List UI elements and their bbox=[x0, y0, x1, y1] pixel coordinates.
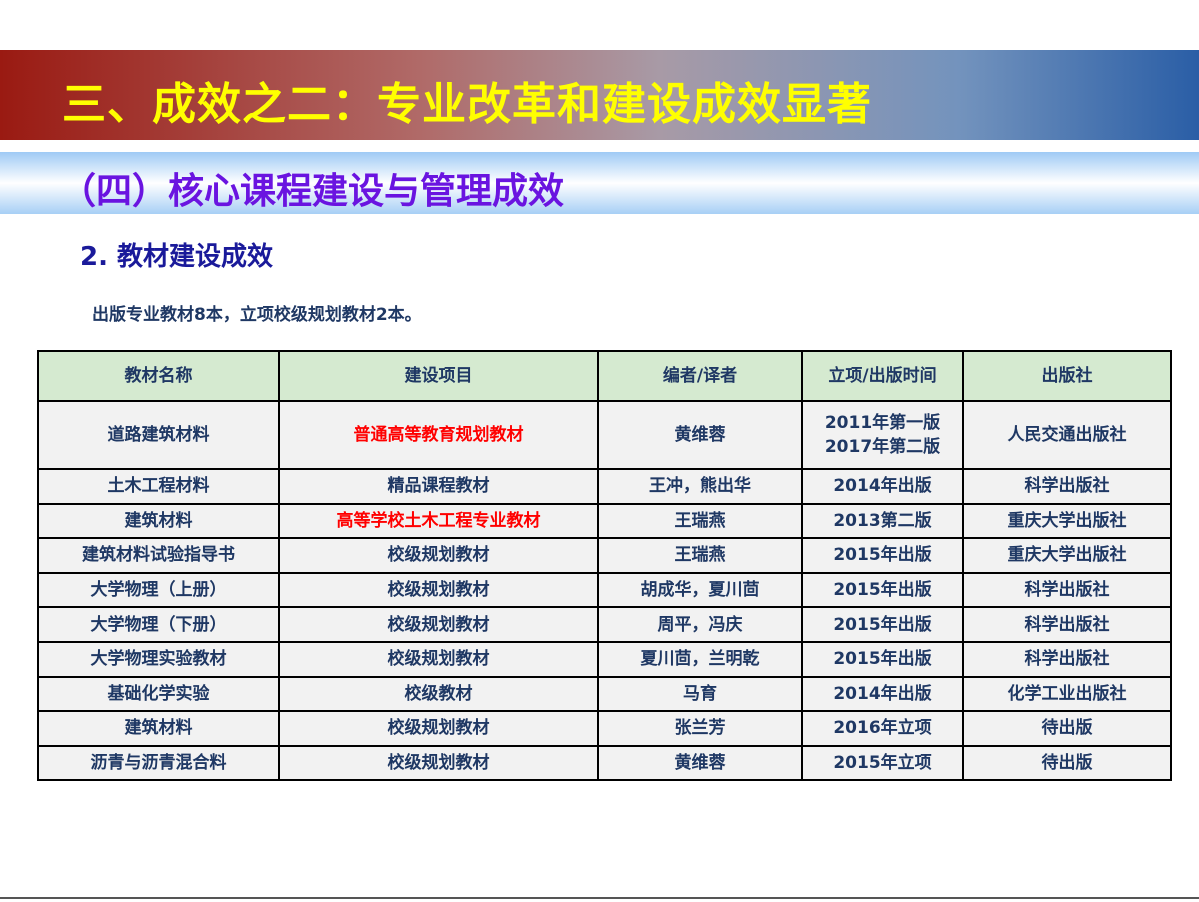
name-cell: 大学物理（下册） bbox=[37, 606, 280, 643]
table-header-row: 教材名称 建设项目 编者/译者 立项/出版时间 出版社 bbox=[37, 350, 1172, 402]
time-cell: 2015年出版 bbox=[801, 640, 964, 678]
time-line: 2015年出版 bbox=[833, 614, 932, 635]
project-cell: 校级教材 bbox=[278, 675, 599, 713]
author-cell: 黄维蓉 bbox=[597, 400, 803, 470]
column-header: 出版社 bbox=[962, 350, 1172, 402]
time-cell: 2014年出版 bbox=[801, 675, 964, 713]
time-cell: 2013第二版 bbox=[801, 502, 964, 540]
author-cell: 王瑞燕 bbox=[597, 537, 803, 574]
column-header: 教材名称 bbox=[37, 350, 280, 402]
table-row: 建筑材料 高等学校土木工程专业教材 王瑞燕 2013第二版 重庆大学出版社 bbox=[37, 502, 1172, 540]
project-cell: 精品课程教材 bbox=[278, 468, 599, 505]
section-title: （四）核心课程建设与管理成效 bbox=[60, 171, 565, 212]
project-cell: 校级规划教材 bbox=[278, 640, 599, 678]
publisher-cell: 科学出版社 bbox=[962, 468, 1172, 505]
project-cell: 校级规划教材 bbox=[278, 744, 599, 782]
time-line: 2015年出版 bbox=[833, 649, 932, 670]
column-header: 建设项目 bbox=[278, 350, 599, 402]
name-cell: 道路建筑材料 bbox=[37, 400, 280, 470]
table-row: 沥青与沥青混合料 校级规划教材 黄维蓉 2015年立项 待出版 bbox=[37, 744, 1172, 782]
publisher-cell: 人民交通出版社 bbox=[962, 400, 1172, 470]
publisher-cell: 化学工业出版社 bbox=[962, 675, 1172, 713]
name-cell: 大学物理（上册） bbox=[37, 571, 280, 609]
time-cell: 2011年第一版 2017年第二版 bbox=[801, 400, 964, 470]
project-cell: 校级规划教材 bbox=[278, 537, 599, 574]
time-line: 2011年第一版 bbox=[824, 413, 941, 433]
divider bbox=[0, 897, 1199, 899]
section-banner: （四）核心课程建设与管理成效 bbox=[0, 152, 1199, 214]
time-line: 2014年出版 bbox=[833, 683, 932, 704]
time-cell: 2014年出版 bbox=[801, 468, 964, 505]
column-header: 立项/出版时间 bbox=[801, 350, 964, 402]
publisher-cell: 科学出版社 bbox=[962, 606, 1172, 643]
time-cell: 2016年立项 bbox=[801, 710, 964, 747]
time-cell: 2015年出版 bbox=[801, 606, 964, 643]
author-cell: 王瑞燕 bbox=[597, 502, 803, 540]
column-header: 编者/译者 bbox=[597, 350, 803, 402]
intro-text: 出版专业教材8本，立项校级规划教材2本。 bbox=[92, 305, 422, 325]
author-cell: 王冲，熊出华 bbox=[597, 468, 803, 505]
time-line: 2015年立项 bbox=[833, 753, 932, 774]
time-line: 2017年第二版 bbox=[824, 437, 941, 457]
author-cell: 周平，冯庆 bbox=[597, 606, 803, 643]
publisher-cell: 科学出版社 bbox=[962, 571, 1172, 609]
time-cell: 2015年出版 bbox=[801, 571, 964, 609]
time-line: 2014年出版 bbox=[833, 476, 932, 497]
project-cell: 校级规划教材 bbox=[278, 571, 599, 609]
author-cell: 胡成华，夏川茴 bbox=[597, 571, 803, 609]
author-cell: 夏川茴，兰明乾 bbox=[597, 640, 803, 678]
slide-title: 三、成效之二：专业改革和建设成效显著 bbox=[62, 79, 872, 130]
table-row: 大学物理实验教材 校级规划教材 夏川茴，兰明乾 2015年出版 科学出版社 bbox=[37, 640, 1172, 678]
name-cell: 建筑材料 bbox=[37, 710, 280, 747]
time-line: 2016年立项 bbox=[833, 718, 932, 739]
author-cell: 黄维蓉 bbox=[597, 744, 803, 782]
time-line: 2015年出版 bbox=[833, 545, 932, 566]
textbook-table: 教材名称 建设项目 编者/译者 立项/出版时间 出版社 道路建筑材料 普通高等教育… bbox=[37, 350, 1172, 782]
author-cell: 马育 bbox=[597, 675, 803, 713]
name-cell: 建筑材料 bbox=[37, 502, 280, 540]
time-line: 2013第二版 bbox=[833, 510, 932, 531]
title-banner: 三、成效之二：专业改革和建设成效显著 bbox=[0, 50, 1199, 140]
subsection-title: 2. 教材建设成效 bbox=[80, 242, 274, 272]
time-cell: 2015年立项 bbox=[801, 744, 964, 782]
name-cell: 土木工程材料 bbox=[37, 468, 280, 505]
time-cell: 2015年出版 bbox=[801, 537, 964, 574]
project-cell: 高等学校土木工程专业教材 bbox=[278, 502, 599, 540]
name-cell: 建筑材料试验指导书 bbox=[37, 537, 280, 574]
project-cell: 校级规划教材 bbox=[278, 710, 599, 747]
publisher-cell: 重庆大学出版社 bbox=[962, 502, 1172, 540]
publisher-cell: 待出版 bbox=[962, 710, 1172, 747]
time-line: 2015年出版 bbox=[833, 580, 932, 601]
author-cell: 张兰芳 bbox=[597, 710, 803, 747]
table-row: 建筑材料 校级规划教材 张兰芳 2016年立项 待出版 bbox=[37, 710, 1172, 747]
table-row: 基础化学实验 校级教材 马育 2014年出版 化学工业出版社 bbox=[37, 675, 1172, 713]
publisher-cell: 科学出版社 bbox=[962, 640, 1172, 678]
table-row: 大学物理（下册） 校级规划教材 周平，冯庆 2015年出版 科学出版社 bbox=[37, 606, 1172, 643]
name-cell: 基础化学实验 bbox=[37, 675, 280, 713]
name-cell: 沥青与沥青混合料 bbox=[37, 744, 280, 782]
publisher-cell: 重庆大学出版社 bbox=[962, 537, 1172, 574]
table-row: 道路建筑材料 普通高等教育规划教材 黄维蓉 2011年第一版 2017年第二版 人民交通出… bbox=[37, 400, 1172, 470]
publisher-cell: 待出版 bbox=[962, 744, 1172, 782]
table-row: 大学物理（上册） 校级规划教材 胡成华，夏川茴 2015年出版 科学出版社 bbox=[37, 571, 1172, 609]
table-row: 建筑材料试验指导书 校级规划教材 王瑞燕 2015年出版 重庆大学出版社 bbox=[37, 537, 1172, 574]
project-cell: 校级规划教材 bbox=[278, 606, 599, 643]
project-cell: 普通高等教育规划教材 bbox=[278, 400, 599, 470]
table-row: 土木工程材料 精品课程教材 王冲，熊出华 2014年出版 科学出版社 bbox=[37, 468, 1172, 505]
name-cell: 大学物理实验教材 bbox=[37, 640, 280, 678]
